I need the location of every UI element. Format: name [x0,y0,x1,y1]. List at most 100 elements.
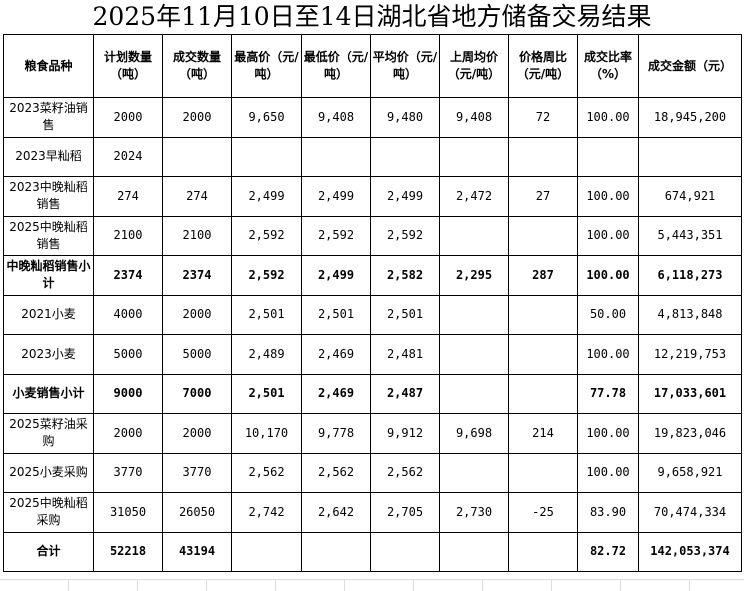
cell-week-change: 287 [508,255,578,296]
cell-grain-type: 小麦销售小计 [3,373,94,414]
cell-min-price: 9,408 [301,97,371,138]
header-max-price: 最高价（元/吨） [231,34,302,98]
cell-trade-amount: 19,823,046 [638,413,742,454]
cell-max-price: 2,562 [231,452,302,493]
cell-grain-type: 2021小麦 [3,294,94,335]
subtotal-row: 小麦销售小计 9000 7000 2,501 2,469 2,487 77.78 17,033… [3,373,742,414]
cell-grain-type: 2023早籼稻 [3,136,94,177]
cell-planned-qty: 9000 [93,373,163,414]
cell-trade-ratio: 100.00 [577,176,639,217]
cell-min-price: 2,499 [301,176,371,217]
cell-min-price: 2,501 [301,294,371,335]
header-trade-amount: 成交金额（元） [638,34,742,98]
cell-trade-ratio: 50.00 [577,294,639,335]
cell-avg-price: 2,481 [370,334,440,375]
cell-traded-qty: 43194 [162,531,232,572]
cell-avg-price: 2,705 [370,492,440,533]
cell-planned-qty: 2000 [93,413,163,454]
cell-traded-qty [162,136,232,177]
table-row: 2023小麦 5000 5000 2,489 2,469 2,481 100.00 12,21… [3,334,742,375]
cell-trade-ratio: 100.00 [577,413,639,454]
header-planned-qty: 计划数量（吨） [93,34,163,98]
cell-max-price: 9,650 [231,97,302,138]
cell-traded-qty: 3770 [162,452,232,493]
cell-min-price: 2,469 [301,334,371,375]
cell-grain-type: 2023菜籽油销售 [3,97,94,138]
cell-trade-amount: 9,658,921 [638,452,742,493]
cell-trade-amount: 18,945,200 [638,97,742,138]
table-row: 2021小麦 4000 2000 2,501 2,501 2,501 50.00 4,813,… [3,294,742,335]
trading-results-table: 粮食品种 计划数量（吨） 成交数量（吨） 最高价（元/吨） 最低价（元/吨） 平均价（元/… [3,34,742,572]
cell-last-week-avg [439,531,509,572]
cell-last-week-avg: 2,730 [439,492,509,533]
cell-last-week-avg: 9,698 [439,413,509,454]
cell-week-change [508,531,578,572]
cell-avg-price [370,136,440,177]
header-row: 粮食品种 计划数量（吨） 成交数量（吨） 最高价（元/吨） 最低价（元/吨） 平均价（元/… [3,34,742,98]
cell-max-price: 2,501 [231,294,302,335]
cell-planned-qty: 4000 [93,294,163,335]
cell-min-price [301,531,371,572]
cell-week-change [508,136,578,177]
cell-max-price [231,531,302,572]
cell-max-price: 2,499 [231,176,302,217]
table-row: 2025菜籽油采购 2000 2000 10,170 9,778 9,912 9,698 21… [3,413,742,454]
cell-trade-amount [638,136,742,177]
cell-max-price: 2,592 [231,255,302,296]
cell-traded-qty: 274 [162,176,232,217]
cell-trade-ratio: 100.00 [577,97,639,138]
cell-max-price: 10,170 [231,413,302,454]
cell-max-price: 2,501 [231,373,302,414]
cell-avg-price [370,531,440,572]
subtotal-row: 合计 52218 43194 82.72 142,053,374 [3,531,742,572]
cell-min-price [301,136,371,177]
cell-trade-ratio: 100.00 [577,452,639,493]
header-grain-type: 粮食品种 [3,34,94,98]
cell-week-change [508,373,578,414]
cell-avg-price: 9,912 [370,413,440,454]
header-last-week-avg: 上周均价（元/吨） [439,34,509,98]
header-week-change: 价格周比（元/吨） [508,34,578,98]
cell-max-price [231,136,302,177]
subtotal-row: 中晚籼稻销售小计 2374 2374 2,592 2,499 2,582 2,295 287 1… [3,255,742,296]
cell-trade-ratio: 100.00 [577,334,639,375]
cell-min-price: 2,562 [301,452,371,493]
cell-last-week-avg [439,136,509,177]
cell-week-change: 72 [508,97,578,138]
cell-avg-price: 2,582 [370,255,440,296]
cell-planned-qty: 2000 [93,97,163,138]
cell-planned-qty: 3770 [93,452,163,493]
cell-traded-qty: 5000 [162,334,232,375]
table-row: 2025中晚籼稻销售 2100 2100 2,592 2,592 2,592 100.00 5… [3,215,742,256]
cell-week-change [508,452,578,493]
cell-trade-amount: 12,219,753 [638,334,742,375]
cell-week-change: 214 [508,413,578,454]
table-row: 2023菜籽油销售 2000 2000 9,650 9,408 9,480 9,408 72 1… [3,97,742,138]
cell-traded-qty: 26050 [162,492,232,533]
cell-planned-qty: 2024 [93,136,163,177]
cell-planned-qty: 31050 [93,492,163,533]
cell-avg-price: 2,501 [370,294,440,335]
header-trade-ratio: 成交比率（%） [577,34,639,98]
cell-grain-type: 2025中晚籼稻采购 [3,492,94,533]
cell-grain-type: 2025中晚籼稻销售 [3,215,94,256]
header-min-price: 最低价（元/吨） [301,34,371,98]
table-row: 2025中晚籼稻采购 31050 26050 2,742 2,642 2,705 2,730… [3,492,742,533]
cell-avg-price: 2,592 [370,215,440,256]
cell-max-price: 2,489 [231,334,302,375]
cell-last-week-avg [439,294,509,335]
cell-trade-ratio [577,136,639,177]
cell-min-price: 2,642 [301,492,371,533]
cell-planned-qty: 2100 [93,215,163,256]
sheet-gridlines [0,579,744,591]
cell-last-week-avg: 9,408 [439,97,509,138]
cell-trade-amount: 6,118,273 [638,255,742,296]
cell-trade-amount: 142,053,374 [638,531,742,572]
cell-grain-type: 2025小麦采购 [3,452,94,493]
cell-last-week-avg: 2,472 [439,176,509,217]
cell-trade-ratio: 100.00 [577,255,639,296]
cell-grain-type: 2023小麦 [3,334,94,375]
cell-week-change [508,215,578,256]
cell-min-price: 2,592 [301,215,371,256]
cell-min-price: 2,499 [301,255,371,296]
